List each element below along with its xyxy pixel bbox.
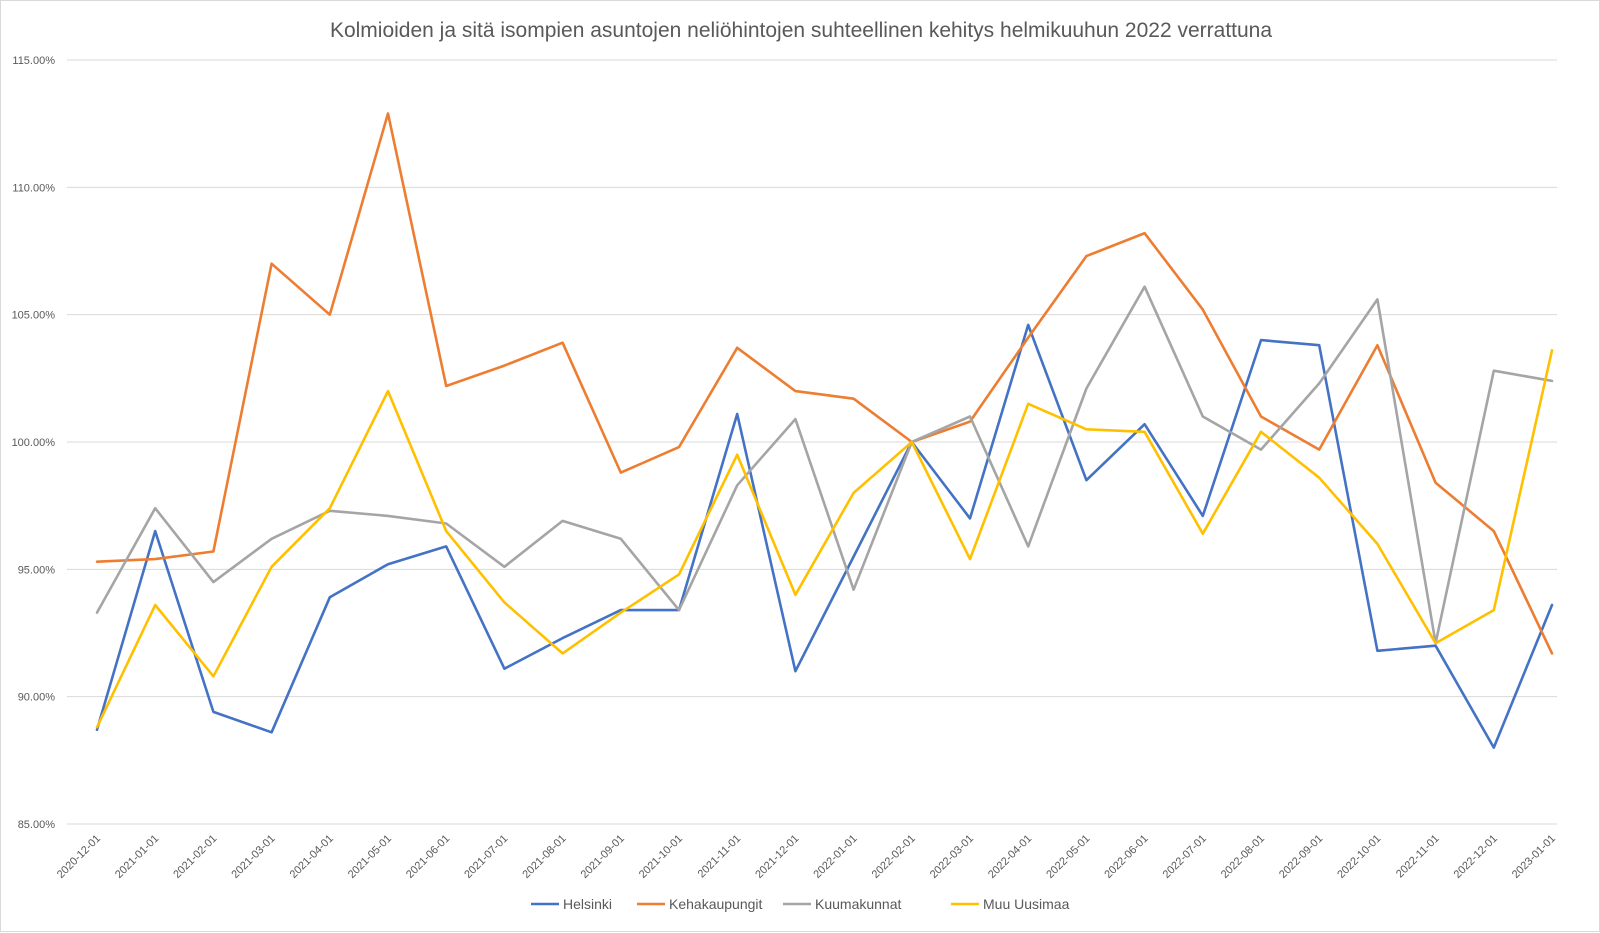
x-tick-label: 2021-12-01 xyxy=(753,833,801,881)
y-tick-label: 90.00% xyxy=(18,692,56,704)
legend-item: Kehakaupungit xyxy=(637,896,763,912)
x-tick-label: 2022-01-01 xyxy=(811,833,859,881)
legend-label: Muu Uusimaa xyxy=(983,896,1070,912)
y-tick-label: 95.00% xyxy=(18,564,56,576)
y-axis-ticks: 85.00% 90.00% 95.00% 100.00% 105.00% 110.00% 1… xyxy=(12,55,56,831)
x-tick-label: 2022-10-01 xyxy=(1335,833,1383,881)
legend-label: Helsinki xyxy=(563,896,612,912)
x-tick-label: 2022-07-01 xyxy=(1161,833,1209,881)
y-tick-label: 85.00% xyxy=(18,819,56,831)
series-line-helsinki xyxy=(95,323,1554,749)
x-tick-label: 2021-02-01 xyxy=(171,833,219,881)
y-tick-label: 110.00% xyxy=(12,182,55,194)
x-tick-label: 2021-08-01 xyxy=(520,833,568,881)
x-tick-label: 2021-03-01 xyxy=(229,833,277,881)
x-tick-label: 2022-05-01 xyxy=(1044,833,1092,881)
x-tick-label: 2022-03-01 xyxy=(928,833,976,881)
legend-item: Kuumakunnat xyxy=(783,896,902,912)
series-line-muu-uusimaa xyxy=(95,348,1554,729)
x-tick-label: 2021-06-01 xyxy=(404,833,452,881)
x-tick-label: 2020-12-01 xyxy=(55,833,103,881)
x-tick-label: 2021-10-01 xyxy=(637,833,685,881)
legend-label: Kehakaupungit xyxy=(669,896,763,912)
gridlines xyxy=(67,59,1557,825)
y-tick-label: 105.00% xyxy=(12,310,56,322)
legend-label: Kuumakunnat xyxy=(815,896,902,912)
x-tick-label: 2021-09-01 xyxy=(579,833,627,881)
x-tick-label: 2022-12-01 xyxy=(1452,833,1500,881)
x-tick-label: 2021-05-01 xyxy=(346,833,394,881)
legend-item: Helsinki xyxy=(531,896,612,912)
x-tick-label: 2022-02-01 xyxy=(870,833,918,881)
x-tick-label: 2021-11-01 xyxy=(696,833,744,881)
x-tick-label: 2023-01-01 xyxy=(1510,833,1558,881)
x-axis: 2020-12-01 2021-01-01 2021-02-01 2021-03-01… xyxy=(55,833,1558,881)
x-tick-label: 2021-04-01 xyxy=(288,833,336,881)
x-tick-label: 2021-01-01 xyxy=(113,833,161,881)
legend-item: Muu Uusimaa xyxy=(951,896,1070,912)
y-tick-label: 100.00% xyxy=(12,437,56,449)
x-tick-label: 2022-04-01 xyxy=(986,833,1034,881)
x-tick-label: 2022-09-01 xyxy=(1277,833,1325,881)
chart-title: Kolmioiden ja sitä isompien asuntojen ne… xyxy=(330,19,1272,42)
x-tick-label: 2021-07-01 xyxy=(462,833,510,881)
x-tick-label: 2022-06-01 xyxy=(1102,833,1150,881)
legend: Helsinki Kehakaupungit Kuumakunnat Muu Uusi… xyxy=(531,896,1070,912)
series-lines xyxy=(95,112,1554,749)
series-line-kuumakunnat xyxy=(95,285,1554,645)
x-tick-label: 2022-08-01 xyxy=(1219,833,1267,881)
series-line-kehakaupungit xyxy=(95,112,1554,655)
y-tick-label: 115.00% xyxy=(12,55,55,67)
x-tick-label: 2022-11-01 xyxy=(1394,833,1442,881)
